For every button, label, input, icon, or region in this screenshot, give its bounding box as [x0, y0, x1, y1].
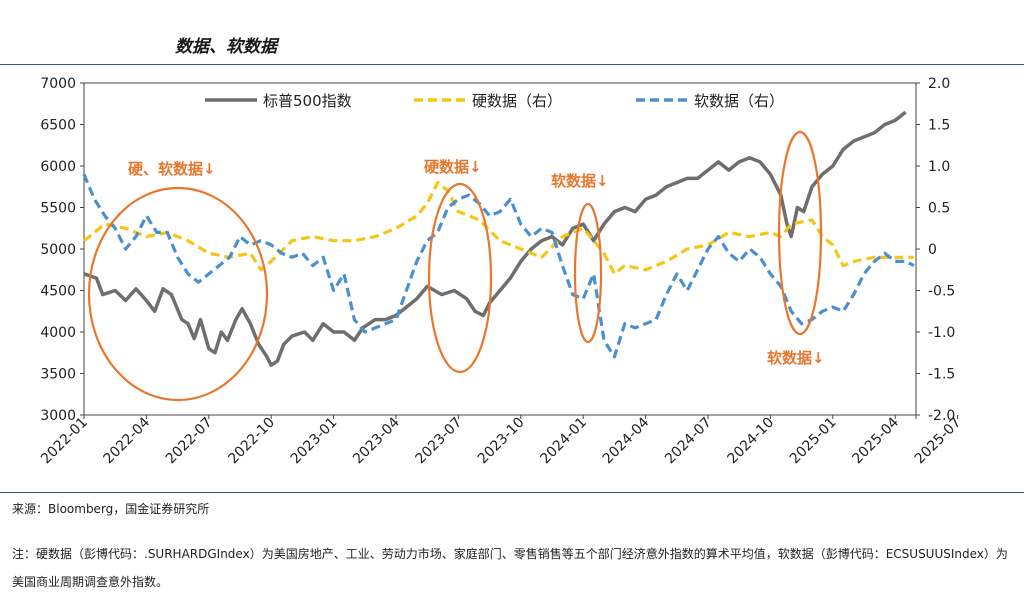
x-tick-label: 2022-07: [163, 415, 216, 468]
x-tick-label: 2025-01: [787, 415, 840, 468]
y-right-tick-label: 1.5: [928, 118, 950, 134]
x-tick-label: 2022-04: [101, 414, 154, 467]
x-tick-label: 2023-10: [475, 415, 528, 468]
y-right-tick-label: 0.5: [928, 201, 950, 217]
legend-label: 硬数据（右）: [472, 92, 562, 110]
x-tick-label: 2023-01: [288, 415, 341, 468]
y-left-tick-label: 4500: [40, 284, 76, 300]
y-right-tick-label: -1.5: [928, 367, 955, 383]
x-tick-label: 2023-07: [413, 415, 466, 468]
y-left-tick-label: 4000: [40, 325, 76, 341]
annotation-label: 硬、软数据↓: [128, 160, 216, 178]
annotation-label: 硬数据↓: [424, 158, 482, 176]
annotation-ellipse: [87, 186, 269, 402]
annotation-label: 软数据↓: [551, 172, 609, 190]
annotation-label: 软数据↓: [767, 349, 825, 367]
x-tick-label: 2024-10: [725, 415, 778, 468]
x-tick-label: 2024-04: [600, 414, 653, 467]
source-text: 来源：Bloomberg，国金证券研究所: [12, 502, 210, 516]
chart: 3000 3500 4000 4500 5000 5500 6000 6500 7000 -2.0…: [38, 76, 964, 468]
series-line-spx: [83, 110, 907, 367]
series-line-soft-data: [82, 173, 915, 359]
x-tick-label: 2023-04: [350, 414, 403, 467]
legend-label: 标普500指数: [263, 92, 352, 110]
series-line-hard-data: [83, 181, 914, 276]
y-right-tick-label: -0.5: [928, 284, 955, 300]
annotation-ellipse: [777, 130, 823, 336]
annotation-ellipse: [573, 202, 603, 344]
y-left-tick-label: 3500: [40, 367, 76, 383]
x-tick-label: 2024-07: [662, 415, 715, 468]
y-right-tick-label: 2.0: [928, 76, 950, 92]
y-right-tick-label: -2.0: [928, 408, 955, 424]
annotation-ellipse: [427, 182, 493, 374]
note-text: 注：硬数据（彭博代码：.SURHARDGIndex）为美国房地产、工业、劳动力市…: [12, 547, 1008, 589]
bottom-rule: [0, 492, 1024, 493]
y-left-tick-label: 6500: [40, 118, 76, 134]
x-tick-label: 2024-01: [537, 415, 590, 468]
y-left-tick-label: 6000: [40, 159, 76, 175]
y-right-tick-label: 0: [928, 242, 937, 258]
x-tick-label: 2022-10: [225, 415, 278, 468]
y-left-tick-label: 3000: [40, 408, 76, 424]
y-left-tick-label: 5500: [40, 201, 76, 217]
x-tick-label: 2025-04: [849, 414, 902, 467]
top-rule: [0, 64, 1024, 65]
y-right-tick-label: -1.0: [928, 325, 955, 341]
chart-title: 数据、软数据: [175, 37, 277, 57]
legend-label: 软数据（右）: [694, 92, 784, 110]
y-right-tick-label: 1.0: [928, 159, 950, 175]
y-left-tick-label: 5000: [40, 242, 76, 258]
y-left-tick-label: 7000: [40, 76, 76, 92]
